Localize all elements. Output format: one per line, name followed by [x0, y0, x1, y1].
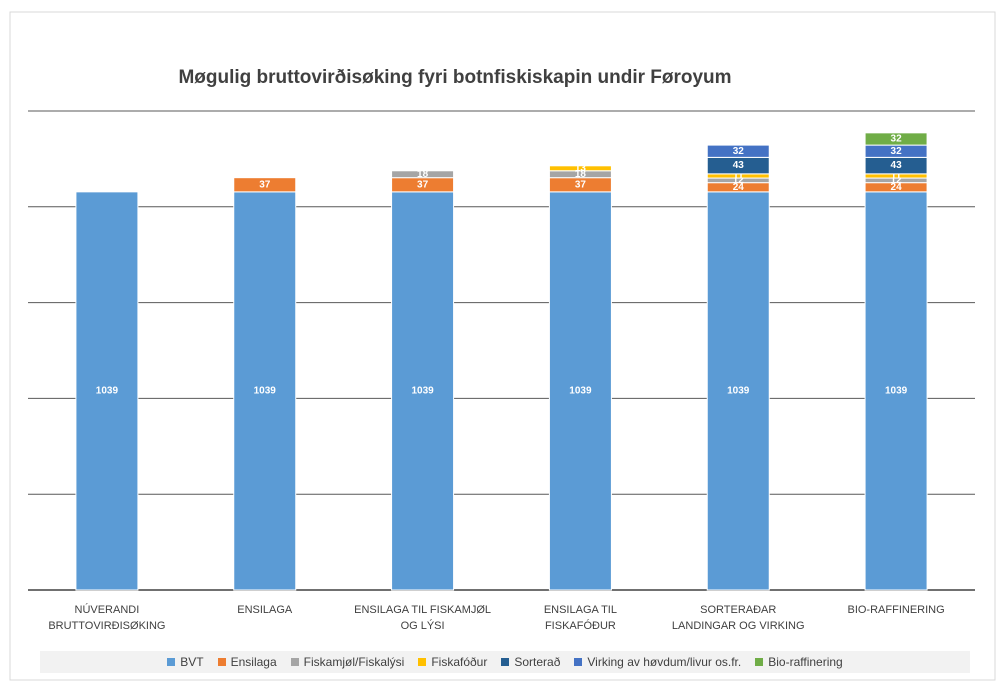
legend-swatch [167, 658, 176, 666]
data-label: 24 [891, 182, 903, 193]
legend-swatch [501, 658, 510, 666]
legend-label: Ensilaga [230, 655, 277, 669]
data-label: 1039 [411, 386, 434, 397]
legend-item: Fiskafóður [418, 655, 487, 669]
legend-item: Bio-raffinering [755, 655, 843, 669]
data-label: 11 [891, 171, 902, 182]
x-tick-label: ENSILAGA TIL FISKAFÓÐUR [543, 604, 617, 632]
data-label: 1039 [727, 386, 750, 397]
legend-item: BVT [167, 655, 204, 669]
data-label: 18 [417, 169, 429, 180]
data-label: 1039 [885, 386, 908, 397]
data-label: 12 [891, 175, 903, 186]
x-tick-label: BIO-RAFFINERING [847, 604, 945, 616]
bar-segment [706, 144, 770, 158]
bar-segment [548, 165, 612, 172]
data-label: 37 [259, 179, 271, 190]
data-label: 1039 [569, 386, 592, 397]
legend-swatch [217, 658, 226, 666]
legend-item: Sorterað [501, 655, 560, 669]
legend-swatch [574, 658, 583, 666]
chart-frame [9, 11, 996, 681]
bar-segment [864, 191, 928, 591]
chart-title: Møgulig bruttovirðisøking fyri botnfiski… [178, 67, 731, 88]
legend-swatch [418, 658, 427, 666]
data-label: 12 [733, 175, 745, 186]
legend-item: Fiskamjøl/Fiskalýsi [290, 655, 405, 669]
data-label: 1039 [254, 386, 277, 397]
legend: BVT Ensilaga Fiskamjøl/Fiskalýsi Fiskafóður… [40, 651, 970, 673]
x-tick-label: SORTERAÐAR LANDINGAR OG VIRKING [671, 604, 805, 632]
legend-item: Ensilaga [217, 655, 277, 669]
legend-label: Sorterað [514, 655, 561, 669]
data-label: 32 [733, 146, 745, 157]
legend-label: Fiskafóður [431, 655, 488, 669]
legend-label: BVT [180, 655, 204, 669]
bar-segment [233, 177, 297, 193]
data-label: 32 [891, 134, 903, 145]
data-label: 32 [891, 146, 903, 157]
data-label: 18 [575, 169, 587, 180]
legend-label: Virking av høvdum/livur os.fr. [587, 655, 742, 669]
x-tick-label: ENSILAGA TIL FISKAMJØL OG LÝSI [354, 604, 492, 632]
legend-item: Virking av høvdum/livur os.fr. [574, 655, 741, 669]
bar-segment [706, 191, 770, 591]
bar-segment [391, 170, 455, 179]
x-tick-label: NÚVERANDI BRUTTOVIRÐISØKING [48, 604, 166, 632]
data-label: 43 [733, 160, 745, 171]
data-label: 1039 [96, 386, 119, 397]
bar-segment [233, 191, 297, 591]
data-label: 13 [575, 163, 587, 174]
data-label: 11 [733, 171, 744, 182]
legend-label: Fiskamjøl/Fiskalýsi [303, 655, 405, 669]
data-label: 37 [417, 179, 429, 190]
bar-segment [864, 132, 928, 146]
legend-swatch [290, 658, 299, 666]
bar-segment [391, 191, 455, 591]
legend-label: Bio-raffinering [768, 655, 843, 669]
data-label: 43 [891, 160, 903, 171]
bar-segment [75, 191, 139, 591]
x-tick-label: ENSILAGA [237, 604, 293, 616]
legend-swatch [755, 658, 764, 666]
data-label: 24 [733, 182, 745, 193]
data-label: 37 [575, 179, 587, 190]
